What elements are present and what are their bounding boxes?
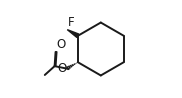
Text: O: O <box>56 38 66 51</box>
Text: F: F <box>68 16 74 29</box>
Polygon shape <box>67 30 79 37</box>
Text: O: O <box>57 62 66 75</box>
